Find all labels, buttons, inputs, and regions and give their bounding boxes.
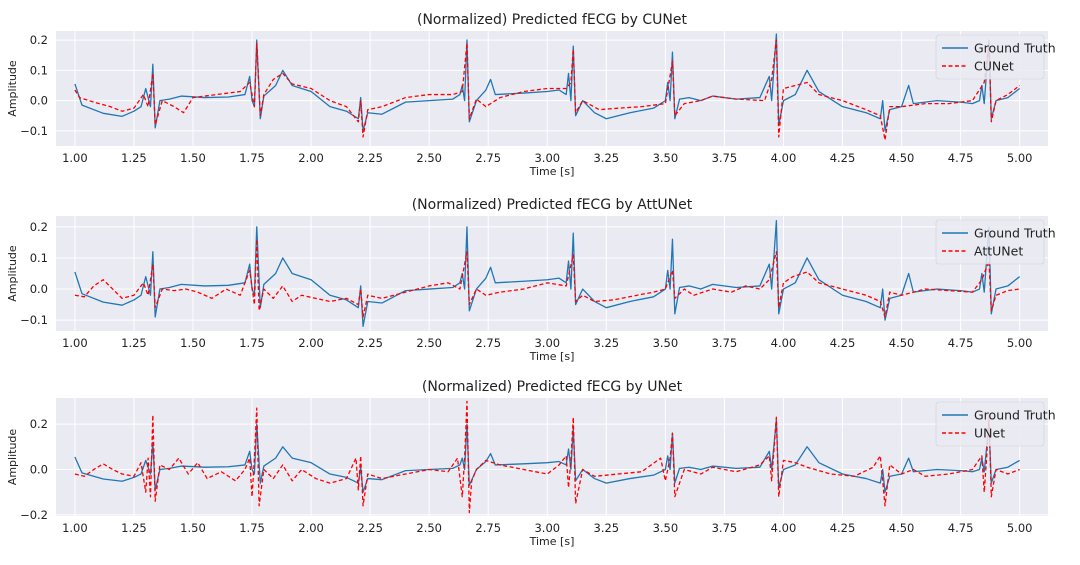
y-tick-label: 0.2 [30,33,48,47]
x-tick-label: 3.50 [653,336,679,350]
x-tick-label: 2.50 [416,336,442,350]
y-axis-label: Amplitude [6,60,19,117]
x-tick-label: 3.50 [653,151,679,165]
x-tick-label: 3.00 [534,521,560,535]
x-tick-label: 1.50 [180,151,206,165]
x-tick-label: 2.25 [357,151,383,165]
series-line-ground-truth [74,33,1021,132]
chart-title: (Normalized) Predicted fECG by UNet [422,379,683,395]
x-tick-label: 4.25 [830,151,856,165]
chart-title: (Normalized) Predicted fECG by AttUNet [412,197,693,213]
y-tick-label: 0.2 [30,417,48,431]
plot-area [56,398,1048,516]
y-tick-label: −0.1 [20,313,48,327]
legend-box [935,219,1045,265]
chart-title: (Normalized) Predicted fECG by CUNet [417,12,688,28]
legend-label: Ground Truth [974,408,1056,423]
x-tick-label: 4.75 [948,151,974,165]
x-tick-label: 4.25 [830,336,856,350]
x-tick-label: 1.75 [239,521,265,535]
x-tick-label: 3.00 [534,336,560,350]
legend-label: UNet [974,426,1005,441]
x-tick-label: 5.00 [1007,151,1033,165]
x-tick-label: 1.50 [180,336,206,350]
x-tick-label: 3.00 [534,151,560,165]
x-tick-label: 1.00 [62,336,88,350]
x-tick-label: 4.75 [948,336,974,350]
x-tick-label: 4.50 [889,521,915,535]
y-axis-label: Amplitude [6,245,19,302]
x-tick-label: 4.50 [889,336,915,350]
x-tick-label: 1.50 [180,521,206,535]
x-tick-label: 3.75 [712,336,738,350]
x-tick-label: 2.50 [416,521,442,535]
x-tick-label: 1.75 [239,151,265,165]
legend-box [935,401,1045,447]
series-line-ground-truth [74,418,1020,493]
y-tick-label: −0.1 [20,124,48,138]
x-tick-label: 2.50 [416,151,442,165]
x-tick-label: 2.25 [357,336,383,350]
x-tick-label: 1.25 [121,521,147,535]
plot-area [56,216,1048,331]
y-tick-label: 0.0 [30,94,48,108]
x-tick-label: 1.00 [62,521,88,535]
x-tick-label: 2.75 [475,151,501,165]
x-axis-label: Time [s] [529,165,575,178]
x-tick-label: 3.75 [712,521,738,535]
x-tick-label: 3.25 [594,336,620,350]
x-tick-label: 1.00 [62,151,88,165]
x-axis-label: Time [s] [529,535,575,548]
series-line-unet [74,400,1020,514]
x-tick-label: 3.75 [712,151,738,165]
y-axis-label: Amplitude [6,429,19,486]
x-tick-label: 4.50 [889,151,915,165]
x-tick-label: 5.00 [1007,521,1033,535]
y-tick-label: −0.2 [20,508,48,522]
chart-panel-1: 1.00 1.25 1.50 1.75 2.00 2.25 2.50 2.75 3.00 3.25… [6,12,1056,178]
series-line-cunet [74,39,1021,141]
x-tick-label: 3.50 [653,521,679,535]
x-tick-label: 4.25 [830,521,856,535]
series-line-ground-truth [74,220,1021,327]
x-tick-label: 2.00 [298,336,324,350]
y-tick-label: 0.0 [30,462,48,476]
series-line-attunet [74,238,1020,318]
legend-label: AttUNet [974,244,1023,259]
chart-panel-3: 1.00 1.25 1.50 1.75 2.00 2.25 2.50 2.75 3.00 3.25… [6,379,1056,548]
x-tick-label: 1.25 [121,151,147,165]
x-tick-label: 4.00 [771,336,797,350]
x-tick-label: 1.75 [239,336,265,350]
x-tick-label: 2.00 [298,521,324,535]
y-tick-label: 0.2 [30,220,48,234]
x-tick-label: 1.25 [121,336,147,350]
x-tick-label: 2.00 [298,151,324,165]
chart-panel-2: 1.00 1.25 1.50 1.75 2.00 2.25 2.50 2.75 3.00 3.25… [6,197,1056,363]
legend-box [935,34,1045,80]
x-tick-label: 2.75 [475,521,501,535]
y-tick-label: 0.1 [30,63,48,77]
x-tick-label: 2.25 [357,521,383,535]
legend-label: CUNet [974,59,1014,74]
x-axis-label: Time [s] [529,350,575,363]
x-tick-label: 3.25 [594,521,620,535]
x-tick-label: 4.75 [948,521,974,535]
x-tick-label: 2.75 [475,336,501,350]
x-tick-label: 4.00 [771,151,797,165]
legend-label: Ground Truth [974,41,1056,56]
x-tick-label: 4.00 [771,521,797,535]
y-tick-label: 0.1 [30,251,48,265]
legend-label: Ground Truth [974,226,1056,241]
y-tick-label: 0.0 [30,282,48,296]
x-tick-label: 3.25 [594,151,620,165]
x-tick-label: 5.00 [1007,336,1033,350]
